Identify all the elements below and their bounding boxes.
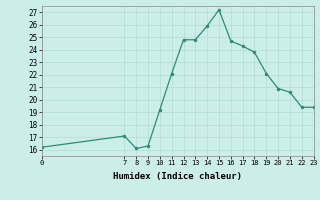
- X-axis label: Humidex (Indice chaleur): Humidex (Indice chaleur): [113, 172, 242, 181]
